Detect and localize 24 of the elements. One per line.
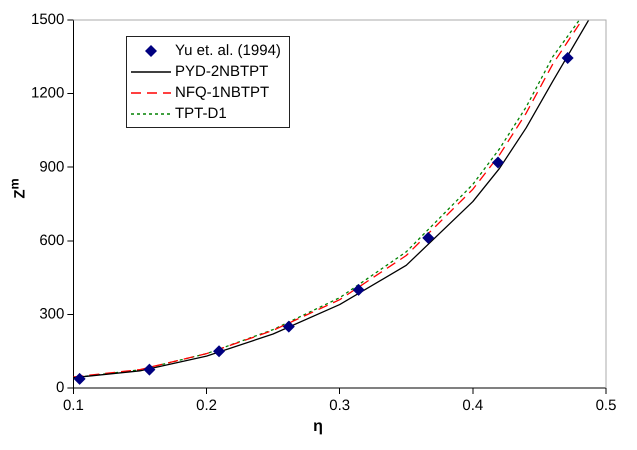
x-tick-label: 0.3 [329,397,350,414]
x-tick-label: 0.2 [196,397,217,414]
point [143,364,156,376]
x-tick-label: 0.5 [596,397,616,414]
point [213,345,226,358]
point [562,52,574,64]
legend-label: PYD-2NBTPT [175,63,268,80]
y-tick-label: 1200 [30,84,64,102]
point [282,320,295,333]
point [422,232,434,244]
x-axis-title: η [312,418,324,436]
point [492,156,504,169]
y-tick-label: 1500 [30,11,64,28]
legend-label: Yu et. al. (1994) [175,42,281,59]
y-tick-label: 600 [39,232,64,249]
y-tick-label: 300 [39,306,64,323]
point [352,284,365,296]
legend-label: NFQ-1NBTPT [175,84,270,101]
x-tick-label: 0.4 [462,397,484,414]
x-tick-label: 0.1 [62,397,84,414]
y-tick-label: 900 [39,158,64,176]
y-tick-label: 0 [56,379,64,396]
point [74,372,86,385]
legend-label: TPT-D1 [175,105,227,122]
